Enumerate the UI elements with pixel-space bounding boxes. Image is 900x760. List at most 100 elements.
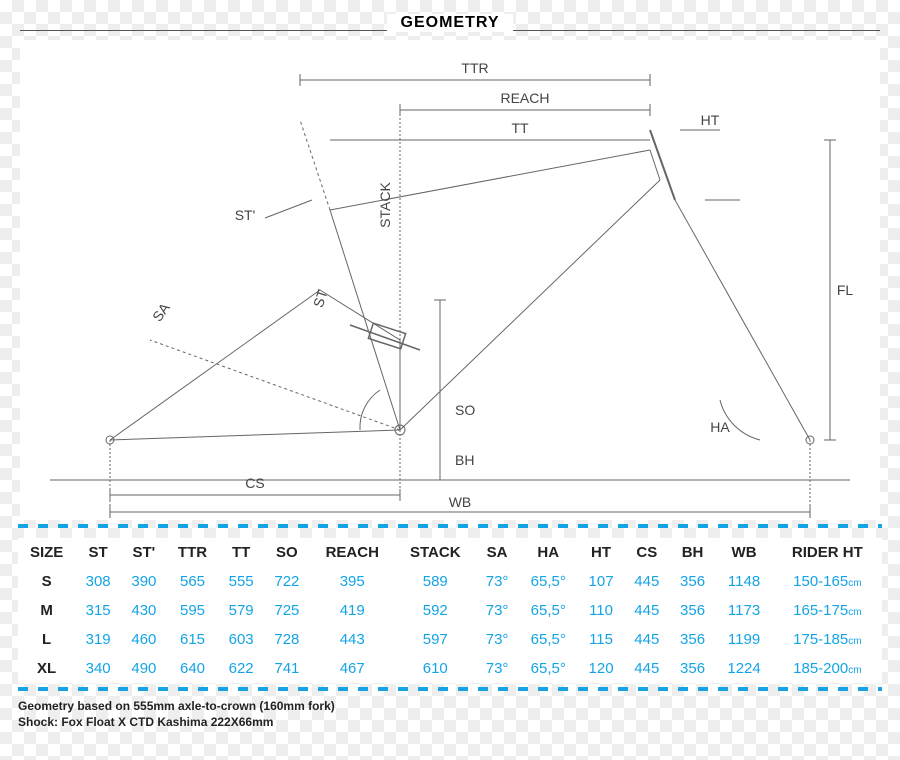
cell-size: XL [18,654,75,683]
cell-wb: 1173 [715,596,772,625]
footnote-2: Shock: Fox Float X CTD Kashima 222X66mm [18,715,882,731]
col-stp: ST' [121,538,167,567]
col-sa: SA [476,538,519,567]
cell-reach: 419 [310,596,395,625]
reach-label: REACH [500,90,549,106]
cell-so: 741 [264,654,310,683]
cell-rider: 165-175cm [773,596,882,625]
cell-sa: 73° [476,596,519,625]
col-wb: WB [715,538,772,567]
cell-ha: 65,5° [518,567,578,596]
cell-sa: 73° [476,654,519,683]
fl-label: FL [837,282,854,298]
ttr-label: TTR [461,60,488,76]
cell-reach: 443 [310,625,395,654]
stack-label: STACK [377,182,393,228]
cell-size: M [18,596,75,625]
wb-label: WB [449,494,472,510]
cell-sa: 73° [476,625,519,654]
cell-ht: 120 [578,654,624,683]
st-label: ST [310,287,331,309]
cell-sa: 73° [476,567,519,596]
bh-label: BH [455,452,474,468]
cell-tt: 555 [218,567,264,596]
cell-ttr: 640 [167,654,218,683]
ha-label: HA [710,419,730,435]
cell-bh: 356 [670,567,716,596]
cell-tt: 579 [218,596,264,625]
col-tt: TT [218,538,264,567]
col-reach: REACH [310,538,395,567]
cell-reach: 467 [310,654,395,683]
cell-ha: 65,5° [518,654,578,683]
cell-st: 319 [75,625,121,654]
cell-tt: 622 [218,654,264,683]
table-row: S30839056555572239558973°65,5°1074453561… [18,567,882,596]
cell-cs: 445 [624,596,670,625]
cell-ttr: 565 [167,567,218,596]
cell-wb: 1148 [715,567,772,596]
cell-cs: 445 [624,654,670,683]
tt-label: TT [511,120,529,136]
cell-ht: 115 [578,625,624,654]
cell-stack: 610 [395,654,476,683]
ht-label: HT [701,112,720,128]
page-title-wrap: GEOMETRY [0,0,900,32]
sa-label: SA [149,299,173,324]
cell-bh: 356 [670,625,716,654]
cell-ht: 107 [578,567,624,596]
so-label: SO [455,402,475,418]
page-title: GEOMETRY [387,14,514,32]
dash-divider-top [18,524,882,528]
cell-bh: 356 [670,654,716,683]
cell-stp: 490 [121,654,167,683]
cell-stp: 390 [121,567,167,596]
cell-st: 308 [75,567,121,596]
col-so: SO [264,538,310,567]
cell-rider: 175-185cm [773,625,882,654]
cell-ha: 65,5° [518,625,578,654]
cell-bh: 356 [670,596,716,625]
cell-so: 725 [264,596,310,625]
footnote-1: Geometry based on 555mm axle-to-crown (1… [18,699,882,715]
col-stack: STACK [395,538,476,567]
cell-st: 315 [75,596,121,625]
geometry-table: SIZE ST ST' TTR TT SO REACH STACK SA HA … [18,538,882,683]
dash-divider-bottom [18,687,882,691]
cell-so: 722 [264,567,310,596]
cell-rider: 185-200cm [773,654,882,683]
cell-reach: 395 [310,567,395,596]
footnotes: Geometry based on 555mm axle-to-crown (1… [18,699,882,730]
col-cs: CS [624,538,670,567]
cell-size: S [18,567,75,596]
cell-stack: 589 [395,567,476,596]
cell-ttr: 615 [167,625,218,654]
cell-ht: 110 [578,596,624,625]
col-ht: HT [578,538,624,567]
cell-st: 340 [75,654,121,683]
cs-label: CS [245,475,264,491]
col-rider: RIDER HT [773,538,882,567]
cell-tt: 603 [218,625,264,654]
table-row: M31543059557972541959273°65,5°1104453561… [18,596,882,625]
cell-ha: 65,5° [518,596,578,625]
stp-label: ST' [235,207,256,223]
col-ttr: TTR [167,538,218,567]
table-row: L31946061560372844359773°65,5°1154453561… [18,625,882,654]
cell-wb: 1224 [715,654,772,683]
col-size: SIZE [18,538,75,567]
cell-stp: 430 [121,596,167,625]
col-st: ST [75,538,121,567]
table-row: XL34049064062274146761073°65,5°120445356… [18,654,882,683]
cell-wb: 1199 [715,625,772,654]
cell-stp: 460 [121,625,167,654]
cell-size: L [18,625,75,654]
cell-rider: 150-165cm [773,567,882,596]
cell-so: 728 [264,625,310,654]
cell-stack: 592 [395,596,476,625]
page: GEOMETRY [0,0,900,760]
table-header-row: SIZE ST ST' TTR TT SO REACH STACK SA HA … [18,538,882,567]
col-bh: BH [670,538,716,567]
cell-ttr: 595 [167,596,218,625]
geometry-diagram: TTR REACH TT HT FL S [20,40,880,520]
